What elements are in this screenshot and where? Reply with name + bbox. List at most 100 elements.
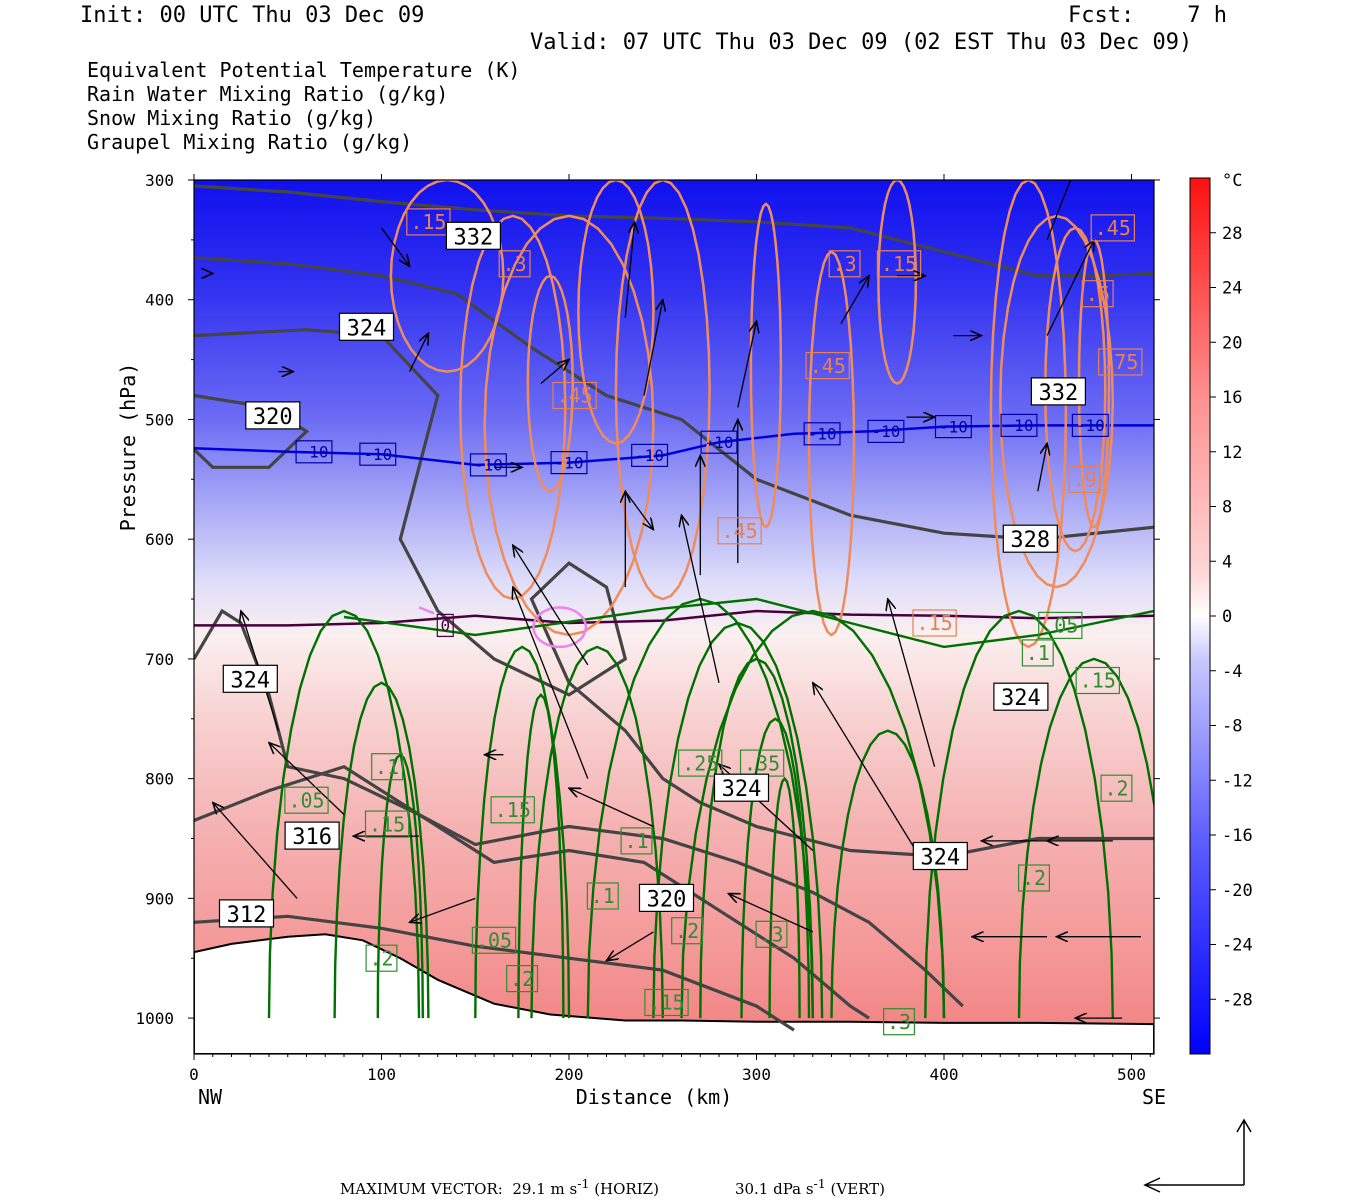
isotherm-label-text: -10 (300, 443, 329, 462)
theta-e-label-box (222, 664, 278, 693)
rain-label: .2 (671, 917, 704, 945)
rain-label-text: .2 (1022, 866, 1046, 890)
isotherm-label-text: -10 (635, 446, 664, 465)
rain-label: .3 (882, 1008, 915, 1036)
snow-contour (526, 274, 575, 493)
y-tick-label: 1000 (135, 1009, 174, 1028)
theta-e-label-box (713, 773, 770, 802)
theta-e-label: 332 (445, 221, 501, 250)
isotherm-label-text: -10 (1076, 416, 1105, 435)
snow-label-text: .3 (503, 252, 527, 276)
wind-vector (813, 683, 917, 851)
isotherm-label: -10 (867, 419, 905, 443)
rain-label-box (644, 988, 689, 1017)
rain-label: .15 (1075, 666, 1120, 695)
snow-label-text: .3 (833, 252, 857, 276)
isotherm-label: -10 (803, 422, 841, 446)
wind-vector (213, 803, 298, 899)
wind-vector (569, 788, 654, 828)
rain-contour (830, 729, 946, 1019)
theta-e-label-box (638, 883, 695, 913)
isotherm-label-box (436, 613, 454, 638)
rain-label-text: .1 (1026, 641, 1050, 665)
theta-e-label-box (912, 841, 968, 871)
rain-label-box (620, 827, 653, 855)
snow-label: .45 (552, 381, 597, 410)
max-vector-exp: -1 (577, 1176, 590, 1191)
colorbar-label: -8 (1222, 717, 1242, 737)
snow-label-box (1090, 214, 1135, 242)
colorbar-label: 12 (1222, 443, 1242, 463)
x-axis-title: Distance (km) (576, 1085, 733, 1109)
wind-vectors (213, 180, 1141, 1018)
rain-contour (517, 692, 565, 1019)
x-tick-label: 500 (1117, 1065, 1146, 1084)
snow-label-text: .15 (881, 252, 917, 276)
snow-label-box (912, 609, 957, 637)
isotherm-label-text: -10 (871, 422, 900, 441)
wind-vector (737, 321, 757, 408)
rain-contour (333, 681, 430, 1019)
rain-label-text: .1 (591, 884, 615, 908)
snow-contour (877, 180, 918, 385)
rain-label: .05 (1038, 611, 1083, 640)
rain-contour (376, 753, 424, 1019)
wind-vector (624, 490, 653, 529)
max-vector-vert-unit: (VERT) (830, 1180, 886, 1198)
isotherm-label-text: -10 (808, 425, 837, 444)
colorbar-label: -12 (1222, 771, 1253, 791)
rain-label: .15 (490, 796, 535, 824)
rain-label-box (671, 917, 704, 945)
theta-e-label-box (218, 899, 275, 928)
rain-label: .2 (1017, 864, 1050, 892)
theta-e-label: 316 (284, 821, 340, 850)
wind-vector (513, 587, 589, 779)
wind-vector (643, 300, 663, 396)
theta-e-label-box (338, 312, 395, 341)
snow-label-box (1098, 348, 1143, 376)
rain-label-text: .25 (682, 751, 718, 775)
rain-label-box (882, 1008, 915, 1036)
colorbar-label: 0 (1222, 607, 1232, 627)
theta-e-label-box (445, 221, 501, 250)
theta-e-label: 332 (1030, 377, 1087, 406)
theta-e-contour (194, 256, 1154, 541)
rain-label-box (755, 920, 788, 948)
rain-contours (267, 597, 1154, 1019)
isotherm-label: -10 (359, 442, 397, 466)
reference-arrow (1143, 1118, 1252, 1193)
snow-label-text: .45 (722, 519, 758, 543)
theta-e-label-box (993, 682, 1049, 711)
snow-label-text: .15 (917, 611, 953, 635)
wind-vector (1046, 240, 1094, 336)
isotherm-label-box (934, 415, 972, 439)
x-left-label: NW (198, 1085, 223, 1109)
axes: 300 400 500 600 700 800 900 1000 0 100 200 300 400 50… (116, 171, 1166, 1109)
isotherm-label: -10 (295, 440, 333, 464)
rain-label-box (586, 882, 619, 910)
theta-e-label-text: 328 (1010, 528, 1050, 553)
rain-label: .35 (739, 749, 785, 777)
plot-frame (193, 179, 1155, 1055)
max-vector-horiz: MAXIMUM VECTOR: 29.1 m s (340, 1180, 578, 1198)
valid-time-label: Valid: 07 UTC Thu 03 Dec 09 (02 EST Thu … (530, 30, 1193, 55)
theta-e-label-text: 320 (253, 405, 293, 430)
rain-label: .2 (506, 964, 539, 993)
snow-label-box (828, 250, 861, 278)
snow-contour (749, 202, 783, 529)
snow-label-text: .45 (1095, 216, 1131, 240)
theta-e-label-text: 324 (230, 668, 270, 693)
rain-label-text: .2 (1104, 776, 1128, 800)
snow-label-box (498, 250, 531, 278)
y-tick-label: 500 (145, 411, 174, 430)
rain-label-text: .05 (1042, 614, 1078, 638)
rain-label: .15 (364, 810, 410, 838)
theta-e-contour (194, 184, 1154, 278)
theta-e-label-box (245, 401, 301, 430)
rain-label-box (471, 926, 517, 954)
rain-contour (680, 609, 946, 1019)
y-tick-label: 800 (145, 770, 174, 789)
snow-contour (807, 250, 856, 637)
snow-label: .6 (1081, 280, 1114, 308)
isotherm-label-text: -10 (474, 456, 503, 475)
